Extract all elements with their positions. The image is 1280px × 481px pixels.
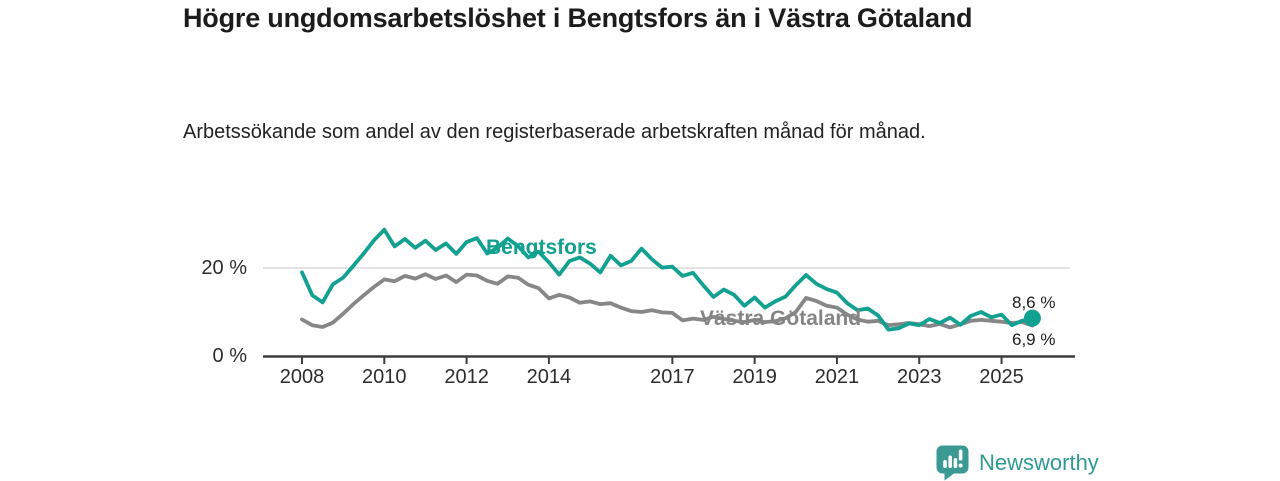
brand-footer: Newsworthy [936,445,1099,481]
series-label-vastra-gotaland: Västra Götaland [700,307,862,330]
series-label-bengtsfors: Bengtsfors [486,236,597,259]
end-value-label-vastra-gotaland: 6,9 % [1012,330,1056,349]
chart-subtitle: Arbetssökande som andel av den registerb… [183,121,926,143]
y-axis-tick-label: 0 % [212,345,247,367]
x-axis-tick-label: 2021 [814,366,860,388]
brand-name: Newsworthy [979,450,1099,475]
y-axis-tick-label: 20 % [201,257,247,279]
x-axis-tick-label: 2023 [897,366,942,388]
newsworthy-logo-icon [936,445,969,481]
x-axis-tick-label: 2017 [650,366,695,388]
chart-title: Högre ungdomsarbetslöshet i Bengtsfors ä… [183,3,973,33]
x-axis-tick-label: 2012 [444,366,489,388]
x-axis-tick-label: 2019 [732,366,777,388]
end-value-label-bengtsfors: 8,6 % [1012,293,1056,312]
x-axis-tick-label: 2008 [279,366,325,388]
x-axis-tick-label: 2014 [526,366,572,388]
x-axis-tick-label: 2025 [979,366,1024,388]
x-axis-tick-label: 2010 [362,366,407,388]
